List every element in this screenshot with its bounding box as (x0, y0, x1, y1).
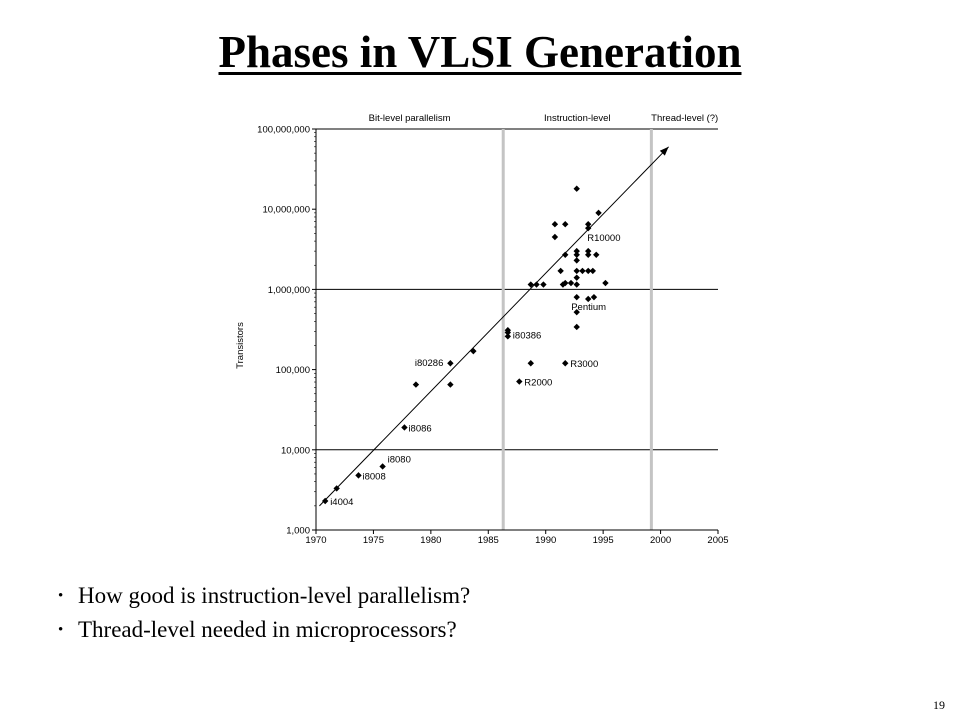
data-point (562, 251, 569, 259)
point-label: i4004 (330, 497, 353, 508)
y-tick-label: 100,000 (276, 365, 310, 376)
x-tick-label: 2005 (707, 535, 728, 546)
point-label: i8080 (388, 454, 411, 465)
point-label: i80286 (415, 358, 444, 369)
data-point (470, 347, 477, 355)
data-point (401, 424, 408, 431)
y-tick-label: 1,000,000 (268, 285, 310, 296)
x-tick-label: 1995 (593, 535, 614, 546)
point-label: i80386 (513, 331, 542, 342)
point-label: Pentium (571, 302, 606, 313)
trend-arrowhead (659, 146, 669, 156)
phase-label: Thread-level (?) (651, 113, 718, 124)
x-tick-label: 1975 (363, 535, 384, 546)
bullet-text: Thread-level needed in microprocessors? (78, 617, 457, 642)
y-tick-label: 100,000,000 (257, 125, 310, 136)
data-point (573, 323, 580, 331)
data-point (573, 247, 580, 255)
phase-label: Bit-level parallelism (369, 113, 451, 124)
x-tick-label: 1970 (305, 535, 326, 546)
page-number: 19 (933, 698, 945, 712)
data-point (590, 293, 598, 301)
data-point (540, 281, 547, 288)
axes: 1970 1975 1980 1985 1990 1995 2000 2005 1,000 10,… (235, 125, 729, 547)
data-point (551, 233, 559, 241)
bullet-text: How good is instruction-level parallelis… (78, 583, 471, 608)
y-tick-label: 10,000,000 (262, 205, 310, 216)
data-point (573, 257, 580, 264)
trend-line (319, 146, 669, 507)
x-tick-label: 1985 (478, 535, 499, 546)
x-tick-label: 2000 (650, 535, 671, 546)
data-point (412, 381, 420, 388)
data-point (585, 295, 592, 303)
data-point (504, 333, 512, 340)
data-point (562, 360, 569, 367)
data-point (573, 185, 580, 192)
data-point (579, 267, 586, 275)
data-point (573, 251, 580, 259)
data-point (557, 267, 564, 275)
data-point (573, 308, 580, 316)
slide-title: Phases in VLSI Generation (218, 27, 742, 77)
data-point (585, 267, 592, 275)
data-point (573, 267, 580, 275)
data-point (447, 381, 454, 388)
labels-layer: Bit-level parallelism Instruction-level Th… (330, 113, 718, 508)
phase-label: Instruction-level (544, 113, 611, 124)
x-tick-label: 1980 (420, 535, 441, 546)
bullet-list: • How good is instruction-level paralleli… (58, 581, 470, 649)
data-point (573, 293, 580, 301)
data-point (504, 326, 512, 334)
data-point (595, 209, 602, 217)
data-point (447, 360, 454, 367)
phase-boundaries (501, 129, 653, 530)
data-point (567, 279, 575, 287)
data-point (562, 221, 569, 228)
bullet-item: • How good is instruction-level paralleli… (58, 581, 470, 615)
data-point (533, 281, 540, 288)
y-axis-label: Transistors (235, 322, 246, 369)
point-label: i8008 (362, 471, 385, 482)
data-point (355, 472, 362, 479)
data-point (527, 360, 534, 367)
data-point (589, 267, 597, 275)
data-point (551, 221, 559, 228)
point-label: R2000 (524, 378, 552, 389)
data-point (573, 274, 580, 281)
data-point (321, 497, 329, 505)
x-tick-label: 1990 (535, 535, 556, 546)
data-point (585, 224, 592, 232)
bullet-dot: • (58, 588, 64, 604)
bullet-dot: • (58, 622, 64, 638)
point-label: R10000 (587, 233, 620, 244)
point-label: i8086 (408, 423, 431, 434)
grid-layer (316, 128, 718, 451)
data-point (593, 251, 600, 259)
data-point (585, 251, 592, 259)
data-point (527, 281, 534, 288)
point-label: R3000 (570, 359, 598, 370)
points-layer (321, 185, 609, 505)
data-point (602, 279, 609, 287)
y-tick-label: 1,000 (286, 526, 310, 537)
data-point (379, 463, 386, 470)
y-tick-label: 10,000 (281, 445, 310, 456)
data-point (573, 281, 580, 288)
data-point (516, 378, 523, 385)
data-point (585, 221, 592, 228)
data-point (585, 247, 592, 255)
data-point (562, 279, 569, 287)
bullet-item: • Thread-level needed in microprocessors? (58, 615, 470, 649)
data-point (333, 485, 340, 492)
trend-layer (319, 146, 669, 507)
